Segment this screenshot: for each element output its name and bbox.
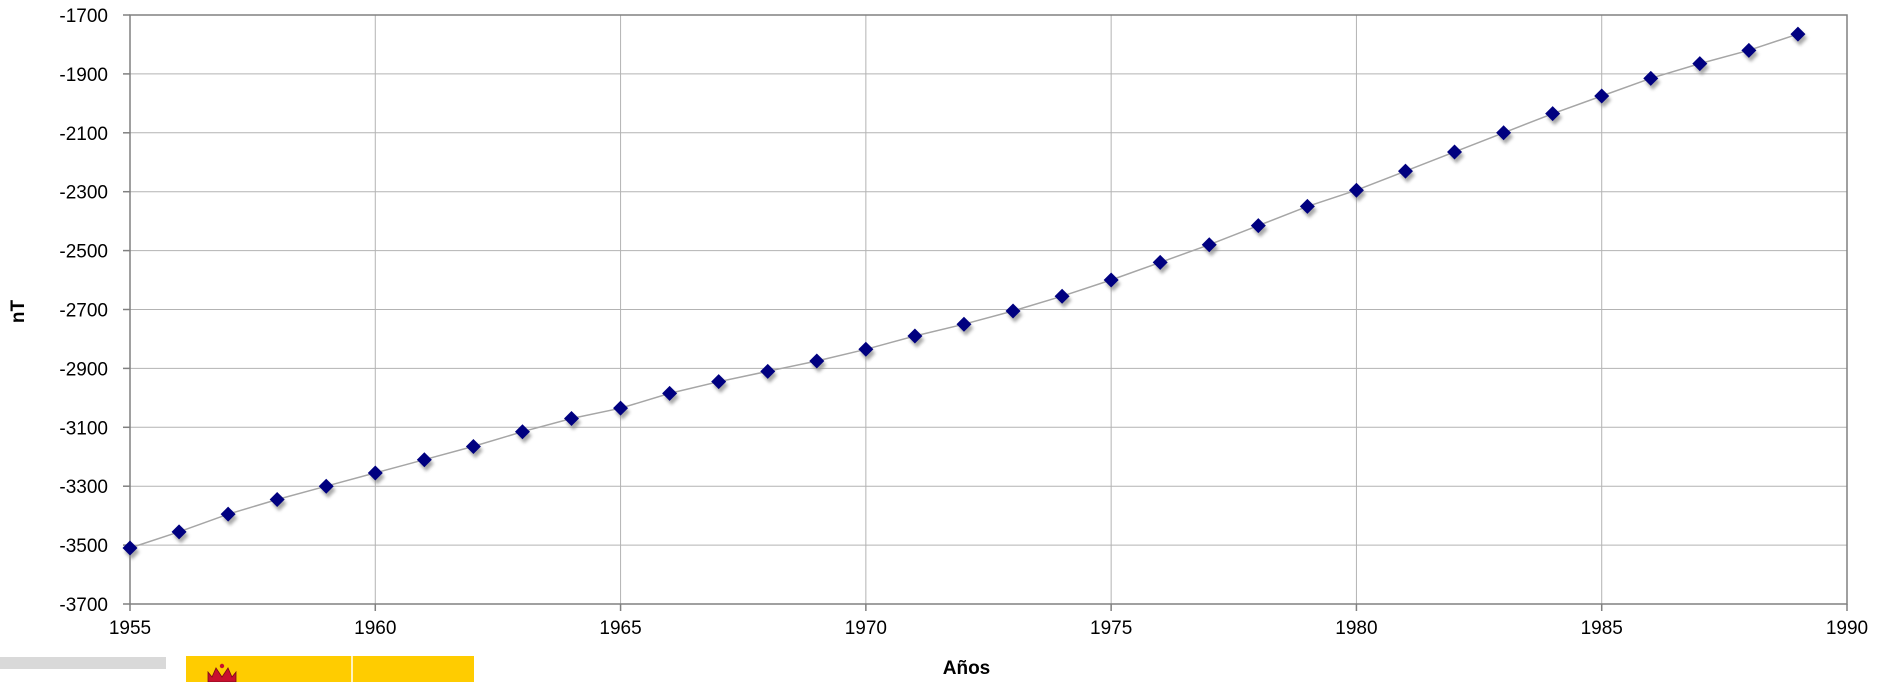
data-point [1201,237,1217,253]
data-point [1692,56,1708,72]
data-point [367,465,383,481]
grid [130,14,1848,604]
y-axis-title: nT [8,300,29,324]
y-tick-label: -2900 [59,359,108,380]
x-tick-label: 1955 [109,618,151,639]
crown-cross [219,663,225,669]
data-point [122,540,138,556]
axes [123,14,1848,611]
x-tick-label: 1960 [354,618,396,639]
data-point [1545,106,1561,122]
tick-labels: 1955 1960 1965 1970 1975 1980 1985 1990 -1700 -19… [59,6,1868,639]
data-point [858,341,874,357]
data-point [1250,218,1266,234]
y-tick-label: -3300 [59,477,108,498]
data-point [760,363,776,379]
data-point [1348,182,1364,198]
data-point [907,328,923,344]
footer-gray-bar [0,657,166,669]
data-point [1005,303,1021,319]
data-point [564,410,580,426]
x-tick-label: 1970 [845,618,887,639]
data-point [1299,198,1315,214]
data-point [711,374,727,390]
data-point [662,385,678,401]
data-point [1447,144,1463,160]
data-point [465,438,481,454]
data-point [809,353,825,369]
data-point [1397,163,1413,179]
data-point [1103,272,1119,288]
crown-crest-icon [207,663,237,682]
y-tick-label: -1700 [59,6,108,27]
data-point [1594,88,1610,104]
data-point [613,400,629,416]
y-tick-label: -3700 [59,595,108,616]
crown-shape [207,667,237,682]
x-tick-label: 1965 [599,618,641,639]
data-point [1496,125,1512,141]
data-point [514,424,530,440]
footer [0,656,474,682]
data-point [1054,288,1070,304]
y-tick-label: -2100 [59,124,108,145]
data-point [416,452,432,468]
y-tick-label: -2300 [59,183,108,204]
x-tick-label: 1990 [1826,618,1868,639]
data-point [1643,70,1659,86]
x-tick-label: 1985 [1581,618,1623,639]
data-point [1790,26,1806,42]
y-tick-label: -2500 [59,242,108,263]
data-point [171,524,187,540]
y-tick-label: -3500 [59,536,108,557]
x-axis-title: Años [943,658,991,679]
data-points [122,26,1808,560]
y-tick-label: -3100 [59,418,108,439]
x-tick-label: 1975 [1090,618,1132,639]
data-point [1741,42,1757,58]
y-tick-label: -2700 [59,301,108,322]
data-point [269,491,285,507]
data-point [318,478,334,494]
data-point [1152,254,1168,270]
data-point [956,316,972,332]
x-tick-label: 1980 [1335,618,1377,639]
data-point [220,506,236,522]
y-tick-label: -1900 [59,65,108,86]
